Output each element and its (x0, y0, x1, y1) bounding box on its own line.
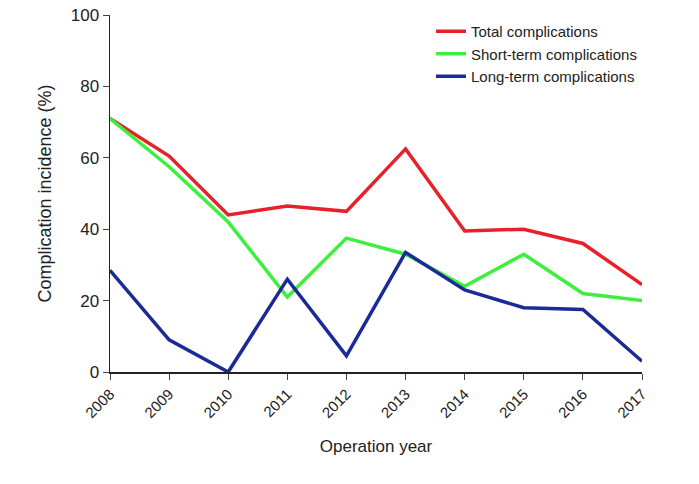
svg-text:2014: 2014 (436, 385, 472, 421)
svg-text:2016: 2016 (555, 385, 591, 421)
svg-text:2008: 2008 (82, 385, 118, 421)
svg-text:100: 100 (71, 6, 99, 25)
svg-text:2017: 2017 (614, 385, 650, 421)
svg-text:Total complications: Total complications (471, 23, 598, 40)
svg-text:Operation year: Operation year (320, 437, 433, 456)
svg-text:40: 40 (80, 220, 99, 239)
svg-text:60: 60 (80, 149, 99, 168)
svg-text:2009: 2009 (141, 385, 177, 421)
svg-text:20: 20 (80, 292, 99, 311)
svg-text:2010: 2010 (200, 385, 236, 421)
svg-text:Long-term complications: Long-term complications (471, 68, 634, 85)
svg-text:Short-term complications: Short-term complications (471, 46, 637, 63)
svg-text:2011: 2011 (260, 385, 295, 420)
svg-text:80: 80 (80, 77, 99, 96)
svg-text:0: 0 (90, 363, 99, 382)
svg-text:2012: 2012 (318, 385, 354, 421)
svg-text:Complication incidence (%): Complication incidence (%) (35, 84, 55, 302)
svg-text:2013: 2013 (377, 385, 413, 421)
svg-text:2015: 2015 (496, 385, 532, 421)
